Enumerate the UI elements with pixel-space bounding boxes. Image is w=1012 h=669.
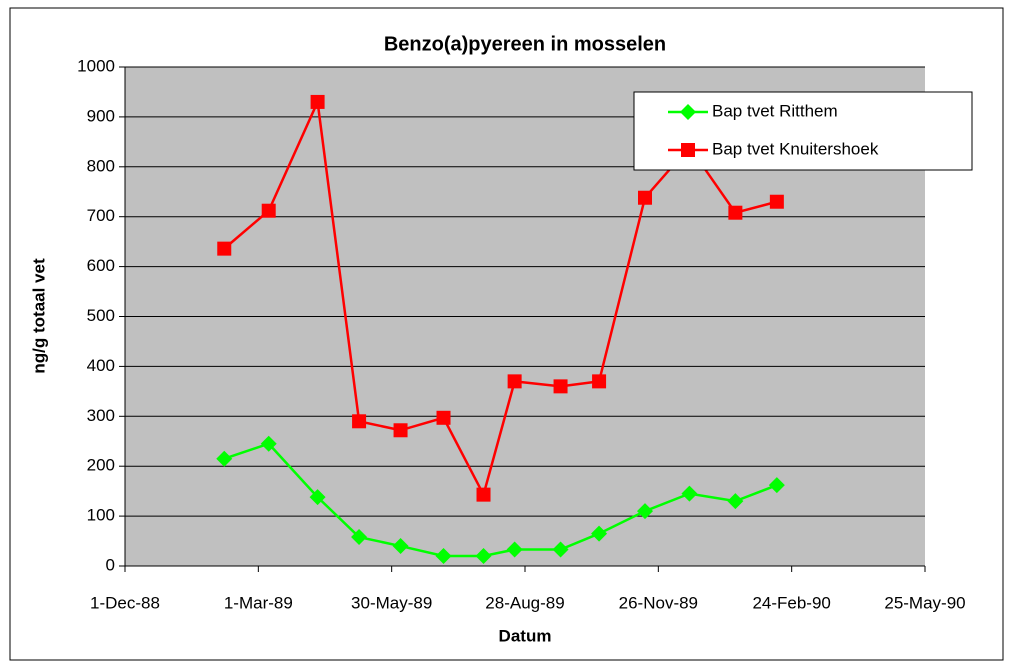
data-point <box>216 450 233 467</box>
data-point <box>727 493 744 510</box>
chart-title: Benzo(a)pyereen in mosselen <box>384 33 666 55</box>
y-tick-label: 200 <box>87 456 115 475</box>
legend-marker <box>681 143 695 157</box>
data-point <box>637 503 653 520</box>
data-point <box>393 423 408 438</box>
data-point <box>507 374 522 389</box>
x-tick-label: 26-Nov-89 <box>619 593 698 612</box>
data-point <box>553 379 568 394</box>
y-tick-label: 700 <box>87 206 115 225</box>
data-point <box>309 489 326 506</box>
y-tick-label: 400 <box>87 356 115 375</box>
legend-marker <box>680 104 696 120</box>
data-point <box>351 529 368 546</box>
x-tick-label: 28-Aug-89 <box>485 593 564 612</box>
data-point <box>638 190 652 205</box>
data-point <box>476 487 491 502</box>
series-line <box>223 442 778 558</box>
x-tick-label: 1-Mar-89 <box>224 593 293 612</box>
y-tick-label: 300 <box>87 406 115 425</box>
x-tick-label: 30-May-89 <box>351 593 432 612</box>
data-point <box>217 241 232 256</box>
y-tick-label: 900 <box>87 106 115 125</box>
data-point <box>435 548 452 565</box>
x-tick-label: 24-Feb-90 <box>752 593 830 612</box>
y-tick-label: 0 <box>106 555 115 574</box>
data-point <box>392 538 409 555</box>
data-point <box>728 205 743 220</box>
legend-label: Bap tvet Ritthem <box>712 101 838 120</box>
y-tick-label: 500 <box>87 306 115 325</box>
data-point <box>436 410 451 425</box>
y-tick-label: 600 <box>87 256 115 275</box>
data-point <box>552 541 569 558</box>
x-tick-label: 1-Dec-88 <box>90 593 160 612</box>
data-point <box>592 374 607 389</box>
data-point <box>261 203 276 218</box>
data-point <box>260 435 277 452</box>
data-point <box>506 541 523 558</box>
y-tick-label: 1000 <box>77 56 115 75</box>
y-tick-label: 100 <box>87 506 115 525</box>
data-point <box>769 194 784 209</box>
x-axis-label: Datum <box>499 626 552 645</box>
data-point <box>768 477 785 494</box>
data-point <box>310 94 325 109</box>
data-point <box>352 414 367 429</box>
legend-label: Bap tvet Knuitershoek <box>712 139 879 158</box>
data-point <box>681 485 698 502</box>
data-point <box>475 548 492 565</box>
y-tick-label: 800 <box>87 156 115 175</box>
data-point <box>591 525 608 542</box>
y-axis-label: ng/g totaal vet <box>29 258 48 374</box>
x-tick-label: 25-May-90 <box>884 593 965 612</box>
